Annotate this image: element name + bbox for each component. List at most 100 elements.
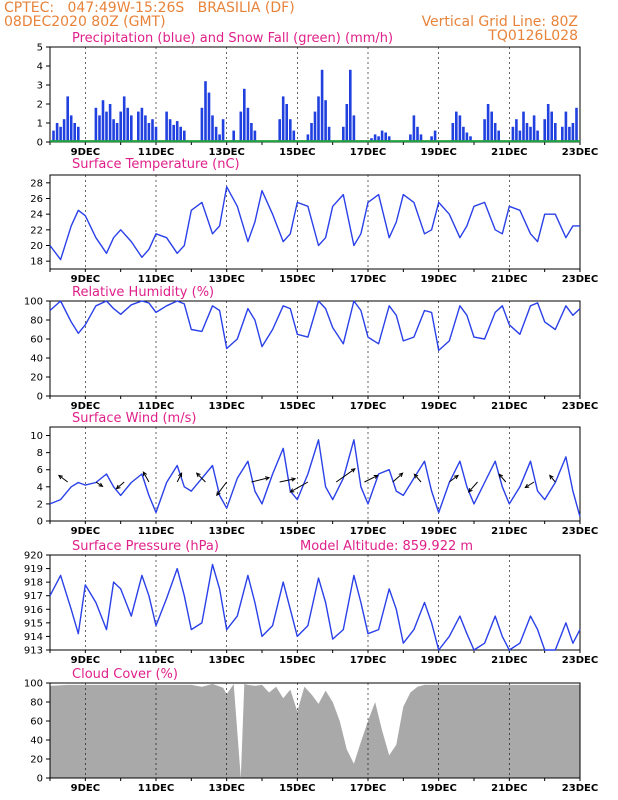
wind-frame bbox=[49, 426, 581, 522]
wind-arrow-head bbox=[350, 468, 356, 473]
pressure-x-tick-label: 17DEC bbox=[350, 655, 386, 666]
precipitation-bar bbox=[165, 111, 168, 142]
precipitation-bar bbox=[490, 111, 493, 142]
precipitation-bar bbox=[289, 119, 292, 142]
humidity-series-line bbox=[49, 300, 581, 352]
pressure-x-tick-label: 9DEC bbox=[71, 655, 100, 666]
wind-arrow-head bbox=[454, 474, 460, 480]
precipitation-bar bbox=[493, 123, 497, 142]
precipitation-x-tick-label: 23DEC bbox=[562, 147, 598, 158]
precipitation-bar bbox=[175, 121, 179, 142]
precipitation-bar bbox=[486, 104, 490, 142]
precipitation-bar bbox=[112, 119, 115, 142]
wind-arrow-head bbox=[57, 474, 63, 480]
precipitation-bar bbox=[126, 107, 129, 142]
precipitation-bar bbox=[168, 119, 172, 142]
cloud-cover-x-tick-label: 13DEC bbox=[208, 783, 244, 794]
wind-arrow-head bbox=[524, 483, 530, 489]
pressure-y-tick-label: 917 bbox=[24, 591, 43, 602]
wind-x-tick-label: 13DEC bbox=[208, 526, 244, 537]
wind-x-tick-label: 21DEC bbox=[491, 526, 527, 537]
precipitation-bar bbox=[384, 132, 387, 142]
cloud-cover-y-tick-label: 40 bbox=[30, 736, 43, 747]
wind-arrow bbox=[498, 473, 507, 483]
precipitation-bar bbox=[320, 69, 324, 142]
wind-x-tick-label: 17DEC bbox=[350, 526, 386, 537]
cloud-cover-x-tick-label: 15DEC bbox=[279, 783, 315, 794]
wind-arrow-head bbox=[115, 484, 121, 490]
precipitation-bar bbox=[451, 123, 455, 142]
header-grid-info: Vertical Grid Line: 80Z bbox=[421, 14, 578, 30]
wind-arrow-head bbox=[195, 472, 201, 478]
wind-arrow-head bbox=[549, 474, 554, 480]
precipitation-bar bbox=[497, 130, 500, 142]
cloud-cover-x-tick-label: 9DEC bbox=[71, 783, 100, 794]
wind-arrow-head bbox=[264, 476, 271, 481]
wind-series-line bbox=[49, 439, 581, 517]
precipitation-bar bbox=[465, 132, 469, 142]
humidity-x-tick-label: 23DEC bbox=[562, 401, 598, 412]
humidity-x-tick-label: 21DEC bbox=[491, 401, 527, 412]
precipitation-bar bbox=[313, 111, 317, 142]
pressure-y-tick-label: 913 bbox=[24, 646, 43, 657]
precipitation-bar bbox=[122, 96, 126, 142]
wind-arrow bbox=[290, 481, 309, 493]
precipitation-bar bbox=[345, 104, 349, 142]
precipitation-bar bbox=[455, 111, 458, 142]
precipitation-x-tick-label: 21DEC bbox=[491, 147, 527, 158]
precipitation-bar bbox=[342, 126, 345, 142]
precipitation-bar bbox=[59, 126, 62, 142]
precipitation-bar bbox=[532, 115, 536, 142]
pressure-x-tick-label: 15DEC bbox=[279, 655, 315, 666]
precipitation-bar bbox=[518, 130, 522, 142]
header-station: CPTEC: 047:49W-15:26S BRASILIA (DF) bbox=[4, 0, 295, 16]
precipitation-bar bbox=[137, 111, 140, 142]
precipitation-bar bbox=[52, 130, 55, 142]
precipitation-bar bbox=[98, 115, 101, 142]
precipitation-bar bbox=[218, 134, 221, 142]
precipitation-bar bbox=[458, 115, 462, 142]
wind-arrow-head bbox=[398, 472, 404, 478]
pressure-x-tick-label: 11DEC bbox=[138, 655, 174, 666]
precipitation-bar bbox=[324, 100, 327, 142]
precipitation-bar bbox=[373, 134, 377, 142]
cloud-cover-area bbox=[50, 684, 580, 778]
wind-arrow-head bbox=[142, 471, 147, 477]
precipitation-bar bbox=[292, 130, 296, 142]
cloud-cover-x-tick-label: 11DEC bbox=[138, 783, 174, 794]
precipitation-bar bbox=[105, 111, 108, 142]
precipitation-bar bbox=[207, 92, 211, 142]
pressure-frame bbox=[49, 554, 581, 651]
humidity-y-tick-label: 100 bbox=[24, 297, 43, 308]
humidity-x-tick-label: 13DEC bbox=[208, 401, 244, 412]
pressure-x-tick-label: 19DEC bbox=[420, 655, 456, 666]
header-model-id: TQ0126L028 bbox=[488, 28, 578, 44]
temperature-y-tick-label: 26 bbox=[30, 194, 43, 205]
wind-y-tick-label: 6 bbox=[37, 465, 43, 476]
precipitation-bar bbox=[327, 126, 331, 142]
wind-arrow-head bbox=[289, 488, 295, 493]
wind-arrow bbox=[279, 478, 296, 483]
temperature-y-tick-label: 18 bbox=[30, 257, 43, 268]
precipitation-bar bbox=[575, 107, 578, 142]
precipitation-x-tick-label: 9DEC bbox=[71, 147, 100, 158]
wind-x-tick-label: 23DEC bbox=[562, 526, 598, 537]
temperature-x-tick-label: 11DEC bbox=[138, 274, 174, 285]
precipitation-bar bbox=[554, 123, 557, 142]
wind-y-tick-label: 4 bbox=[37, 482, 43, 493]
precipitation-x-tick-label: 17DEC bbox=[350, 147, 386, 158]
precipitation-bar bbox=[151, 119, 154, 142]
wind-arrow-head bbox=[467, 487, 473, 493]
precipitation-bar bbox=[281, 96, 285, 142]
precipitation-bar bbox=[246, 107, 250, 142]
wind-arrow bbox=[116, 481, 125, 489]
precipitation-bar bbox=[62, 119, 66, 142]
humidity-x-tick-label: 15DEC bbox=[279, 401, 315, 412]
temperature-y-tick-label: 24 bbox=[30, 210, 43, 221]
humidity-y-tick-label: 20 bbox=[30, 373, 43, 384]
pressure-series-line bbox=[49, 563, 581, 651]
precipitation-x-tick-label: 19DEC bbox=[420, 147, 456, 158]
precipitation-y-tick-label: 4 bbox=[37, 62, 43, 73]
precipitation-bar bbox=[352, 115, 356, 142]
cloud-cover-frame bbox=[49, 682, 581, 779]
